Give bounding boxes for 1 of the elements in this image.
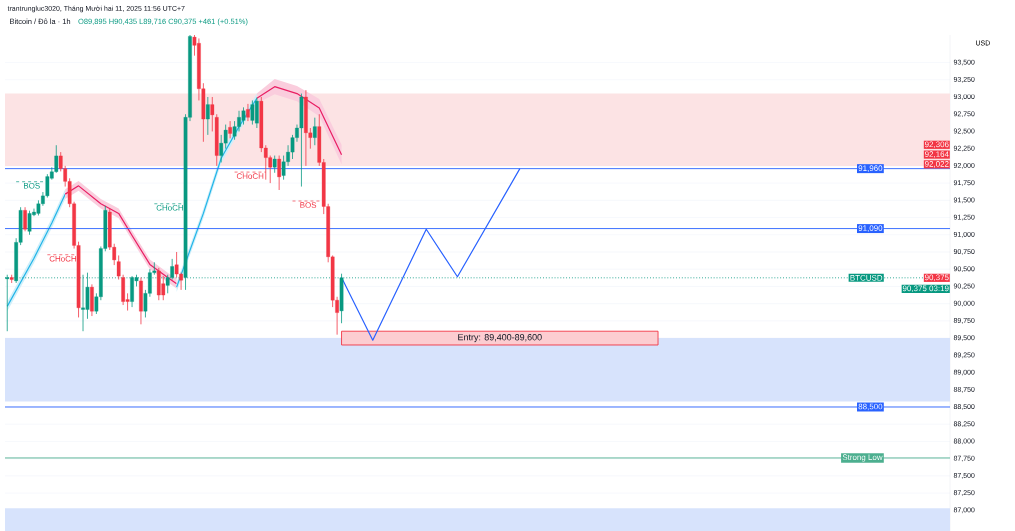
- band-label: Entry: 89,400-89,600: [458, 333, 542, 343]
